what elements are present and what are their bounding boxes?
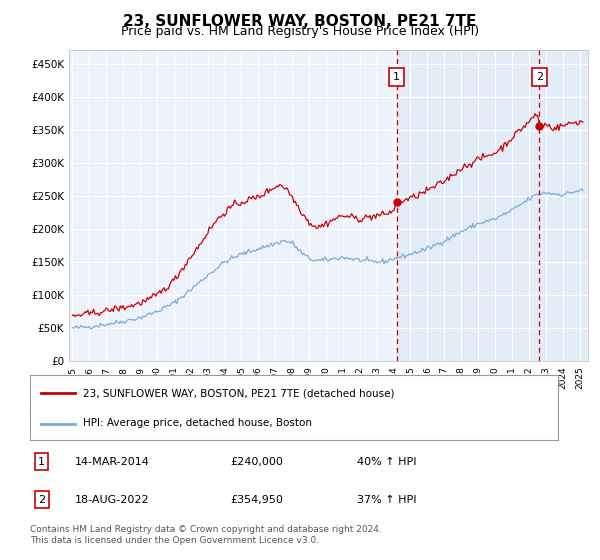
Text: 40% ↑ HPI: 40% ↑ HPI [358, 457, 417, 467]
Bar [397, 50, 588, 361]
Text: 18-AUG-2022: 18-AUG-2022 [75, 494, 149, 505]
Text: HPI: Average price, detached house, Boston: HPI: Average price, detached house, Bost… [83, 418, 312, 428]
Text: 1: 1 [38, 457, 45, 467]
Text: £354,950: £354,950 [230, 494, 284, 505]
Text: 2: 2 [38, 494, 45, 505]
Text: £240,000: £240,000 [230, 457, 284, 467]
Text: 37% ↑ HPI: 37% ↑ HPI [358, 494, 417, 505]
Text: 1: 1 [393, 72, 400, 82]
Text: 2: 2 [536, 72, 543, 82]
Text: 14-MAR-2014: 14-MAR-2014 [75, 457, 150, 467]
Text: Contains HM Land Registry data © Crown copyright and database right 2024.
This d: Contains HM Land Registry data © Crown c… [30, 525, 382, 545]
Text: 23, SUNFLOWER WAY, BOSTON, PE21 7TE: 23, SUNFLOWER WAY, BOSTON, PE21 7TE [124, 14, 476, 29]
Text: Price paid vs. HM Land Registry's House Price Index (HPI): Price paid vs. HM Land Registry's House … [121, 25, 479, 38]
Text: 23, SUNFLOWER WAY, BOSTON, PE21 7TE (detached house): 23, SUNFLOWER WAY, BOSTON, PE21 7TE (det… [83, 388, 394, 398]
